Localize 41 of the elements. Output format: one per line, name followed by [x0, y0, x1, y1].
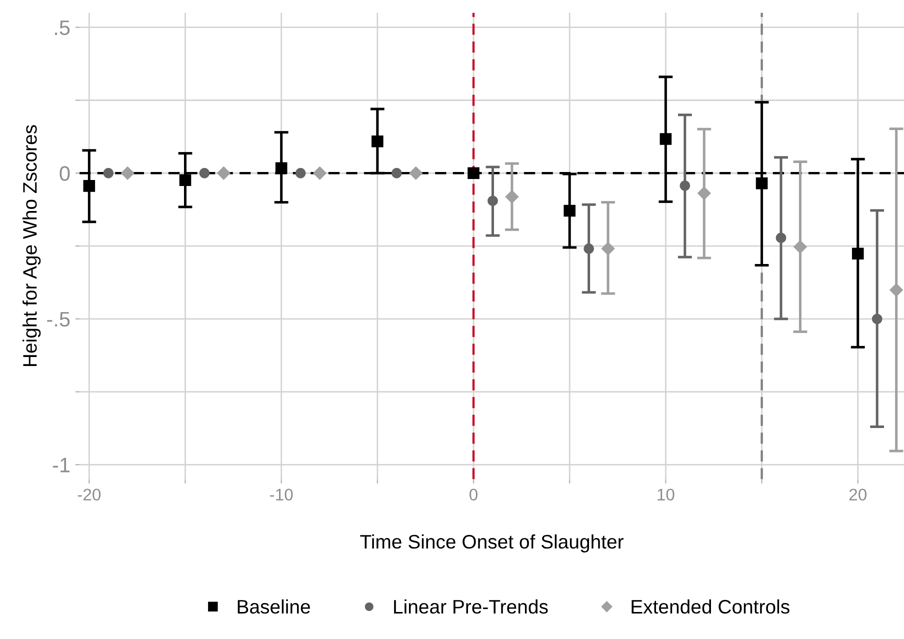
x-tick-label: 10	[658, 488, 674, 501]
point	[584, 243, 594, 254]
point	[776, 232, 786, 244]
x-axis-title: Time Since Onset of Slaughter	[360, 534, 624, 552]
point	[199, 168, 210, 178]
point	[103, 168, 114, 178]
point	[601, 242, 615, 256]
point	[372, 135, 384, 148]
x-tick-label: 20	[849, 488, 866, 501]
y-axis-title: Height for Age Who Zscores	[22, 125, 41, 366]
point	[505, 190, 519, 204]
y-tick-label: -1	[52, 458, 70, 472]
point	[756, 177, 768, 190]
point	[680, 180, 690, 191]
point	[295, 168, 306, 178]
legend-label: Linear Pre-Trends	[394, 599, 548, 614]
point	[217, 166, 230, 180]
point	[121, 166, 134, 180]
point	[313, 166, 326, 180]
y-tick-label: .5	[55, 20, 70, 36]
point	[890, 283, 903, 297]
point	[660, 133, 672, 145]
x-tick-label: 0	[470, 488, 478, 501]
y-tick-label: -.5	[47, 312, 70, 327]
legend-label: Extended Controls	[632, 599, 790, 614]
point	[488, 196, 498, 206]
y-tick-label: 0	[60, 166, 70, 181]
x-tick-label: -10	[270, 488, 293, 501]
point	[275, 162, 288, 174]
point	[83, 180, 96, 192]
point	[698, 186, 711, 200]
x-tick-label: -20	[78, 488, 101, 501]
point	[468, 167, 480, 180]
point	[872, 314, 882, 324]
point	[852, 248, 864, 260]
point	[564, 204, 576, 217]
point	[794, 240, 807, 254]
legend-label: Baseline	[238, 599, 310, 614]
point	[179, 174, 192, 186]
point	[391, 168, 402, 178]
point	[409, 166, 422, 180]
